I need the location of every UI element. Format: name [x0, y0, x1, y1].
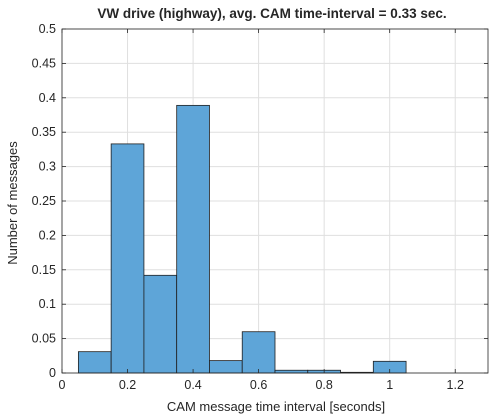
chart-title: VW drive (highway), avg. CAM time-interv… [97, 6, 446, 21]
y-tick-label-4: 0.2 [39, 228, 56, 242]
y-tick-label-3: 0.15 [32, 263, 56, 277]
x-tick-label-3: 0.6 [250, 378, 267, 392]
bar-6 [274, 369, 309, 374]
x-tick-label-1: 0.2 [119, 378, 136, 392]
bar-5 [241, 331, 276, 374]
bar-4 [209, 360, 243, 374]
x-tick-label-5: 1 [386, 378, 393, 392]
x-tick-label-6: 1.2 [447, 378, 464, 392]
bars [77, 104, 407, 374]
x-axis-label: CAM message time interval [seconds] [167, 399, 385, 414]
y-tick-label-0: 0 [49, 366, 56, 380]
y-axis-label: Number of messages [5, 141, 20, 265]
y-tick-label-5: 0.25 [32, 194, 56, 208]
bar-0 [77, 351, 112, 374]
x-tick-label-4: 0.8 [315, 378, 332, 392]
y-tick-label-1: 0.05 [32, 332, 56, 346]
y-tick-label-7: 0.35 [32, 125, 56, 139]
y-tick-label-6: 0.3 [39, 160, 56, 174]
bar-1 [110, 143, 145, 374]
y-tick-label-9: 0.45 [32, 56, 56, 70]
x-tick-label-0: 0 [59, 378, 66, 392]
y-tick-label-2: 0.1 [39, 297, 56, 311]
y-tick-label-10: 0.5 [39, 22, 56, 36]
bar-2 [143, 274, 178, 374]
axis-ticks: 0 0.2 0.4 0.6 0.8 1 1.2 0 0.05 0.1 0.15 0.2 0.25 0.3 0… [32, 22, 488, 392]
y-tick-label-8: 0.4 [39, 91, 56, 105]
bar-3 [176, 104, 210, 374]
x-tick-label-2: 0.4 [184, 378, 201, 392]
